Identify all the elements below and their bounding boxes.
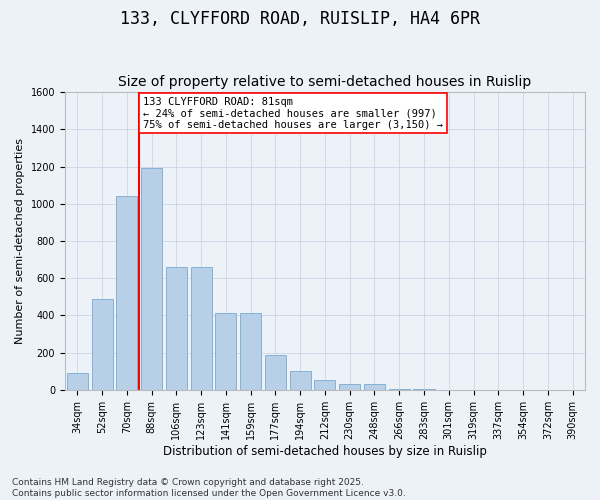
Bar: [314, 380, 335, 390]
Bar: [364, 384, 385, 390]
X-axis label: Distribution of semi-detached houses by size in Ruislip: Distribution of semi-detached houses by …: [163, 444, 487, 458]
Bar: [166, 267, 187, 390]
Text: Contains HM Land Registry data © Crown copyright and database right 2025.
Contai: Contains HM Land Registry data © Crown c…: [12, 478, 406, 498]
Bar: [92, 298, 113, 390]
Bar: [141, 168, 162, 390]
Bar: [290, 371, 311, 390]
Bar: [67, 373, 88, 390]
Title: Size of property relative to semi-detached houses in Ruislip: Size of property relative to semi-detach…: [118, 76, 532, 90]
Text: 133, CLYFFORD ROAD, RUISLIP, HA4 6PR: 133, CLYFFORD ROAD, RUISLIP, HA4 6PR: [120, 10, 480, 28]
Y-axis label: Number of semi-detached properties: Number of semi-detached properties: [15, 138, 25, 344]
Bar: [240, 312, 261, 390]
Bar: [116, 196, 137, 390]
Text: 133 CLYFFORD ROAD: 81sqm
← 24% of semi-detached houses are smaller (997)
75% of : 133 CLYFFORD ROAD: 81sqm ← 24% of semi-d…: [143, 96, 443, 130]
Bar: [413, 389, 434, 390]
Bar: [215, 312, 236, 390]
Bar: [339, 384, 360, 390]
Bar: [191, 267, 212, 390]
Bar: [265, 356, 286, 390]
Bar: [389, 389, 410, 390]
